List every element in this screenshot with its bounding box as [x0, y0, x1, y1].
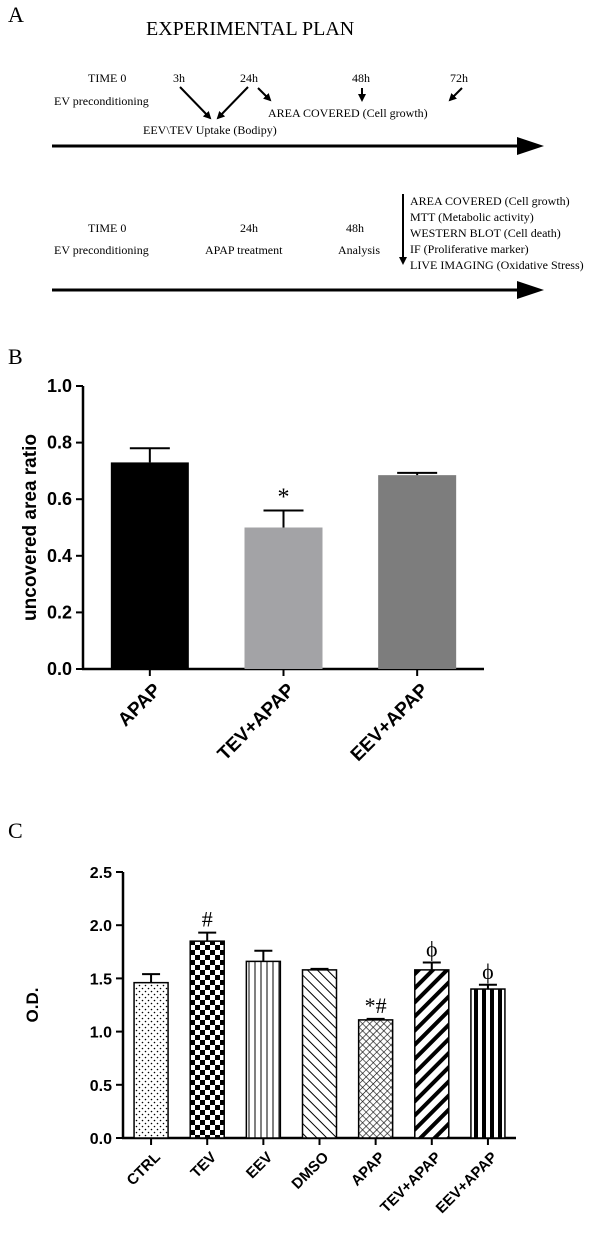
significance-mark: ϕ [482, 959, 494, 984]
panel-c: C 0.0 0.5 1.0 1.5 2.0 2.5 O.D. CTRL # TEV EEV DMSO *… [8, 818, 516, 1217]
readout-2: MTT (Metabolic activity) [410, 210, 534, 224]
timeline-2: TIME 0 24h 48h EV preconditioning APAP t… [52, 194, 584, 299]
x-tick-label: APAP [114, 679, 165, 730]
t1-3h: 3h [173, 71, 185, 85]
t2-time0: TIME 0 [88, 221, 126, 235]
bar-eev [245, 960, 282, 1139]
t1-precond: EV preconditioning [54, 94, 149, 108]
x-tick-label: CTRL [124, 1149, 164, 1189]
panel-b: B 0.0 0.2 0.4 0.6 0.8 1.0 uncovered area ratio… [8, 344, 484, 766]
y-tick-label: 0.2 [47, 602, 72, 622]
t1-time0: TIME 0 [88, 71, 126, 85]
timeline-1-arrowhead [517, 137, 544, 155]
arrow-72h [448, 87, 463, 102]
panel-a: A EXPERIMENTAL PLAN TIME 0 3h 24h 48h 72… [8, 2, 584, 299]
t1-24h: 24h [240, 71, 258, 85]
readout-4: IF (Proliferative marker) [410, 242, 529, 256]
t1-72h: 72h [450, 71, 468, 85]
t2-48h: 48h [346, 221, 364, 235]
y-axis-title: uncovered area ratio [20, 434, 41, 621]
timeline-2-arrowhead [517, 281, 544, 299]
significance-mark: * [278, 485, 290, 511]
bar-dmso [301, 969, 338, 1139]
y-tick-label: 0.4 [47, 546, 72, 566]
bar-tev-apap [244, 527, 323, 669]
arrow-24h-uptake [216, 86, 249, 120]
bar-ctrl [133, 981, 169, 1139]
y-tick-label: 1.0 [47, 376, 72, 396]
x-tick-label: EEV+APAP [433, 1149, 501, 1217]
y-tick-label: 0.0 [47, 659, 72, 679]
readout-5: LIVE IMAGING (Oxidative Stress) [410, 258, 584, 272]
panel-letter-b: B [8, 344, 23, 369]
y-tick-label: 2.5 [90, 865, 112, 882]
x-tick-label: APAP [348, 1149, 389, 1190]
significance-mark: # [202, 907, 213, 932]
x-tick-label: EEV+APAP [347, 679, 433, 765]
bar-tev-apap [414, 969, 450, 1139]
y-tick-label: 0.5 [90, 1078, 112, 1095]
readout-1: AREA COVERED (Cell growth) [410, 194, 570, 208]
significance-mark: ϕ [426, 936, 438, 961]
bar-eev-apap [378, 475, 457, 669]
bar-eev-apap [470, 988, 506, 1139]
bar-apap [110, 462, 189, 669]
t2-24h: 24h [240, 221, 258, 235]
t1-48h: 48h [352, 71, 370, 85]
x-tick-label: EEV [243, 1149, 276, 1182]
t2-analysis: Analysis [338, 243, 380, 257]
y-tick-label: 0.0 [90, 1131, 112, 1148]
x-tick-label: TEV [187, 1149, 220, 1182]
timeline-1: TIME 0 3h 24h 48h 72h EV preconditioning… [52, 71, 544, 155]
t2-apap: APAP treatment [205, 243, 283, 257]
y-tick-label: 0.8 [47, 433, 72, 453]
plan-title: EXPERIMENTAL PLAN [146, 18, 354, 40]
panel-letter-a: A [8, 2, 24, 27]
panel-letter-c: C [8, 818, 23, 843]
significance-mark: *# [365, 993, 387, 1018]
x-tick-label: TEV+APAP [214, 679, 299, 764]
arrow-24h-area [257, 87, 272, 102]
t1-area-covered: AREA COVERED (Cell growth) [268, 106, 428, 120]
x-tick-label: DMSO [288, 1149, 332, 1193]
y-tick-label: 1.0 [90, 1025, 112, 1042]
y-tick-label: 0.6 [47, 489, 72, 509]
t2-precond: EV preconditioning [54, 243, 149, 257]
t1-uptake: EEV\TEV Uptake (Bodipy) [143, 123, 277, 137]
y-axis-title: O.D. [23, 988, 42, 1023]
y-tick-label: 1.5 [90, 971, 112, 988]
y-tick-label: 2.0 [90, 918, 112, 935]
arrow-3h [179, 86, 212, 120]
readout-3: WESTERN BLOT (Cell death) [410, 226, 561, 240]
bar-tev [189, 940, 225, 1139]
bar-apap [357, 1019, 394, 1139]
